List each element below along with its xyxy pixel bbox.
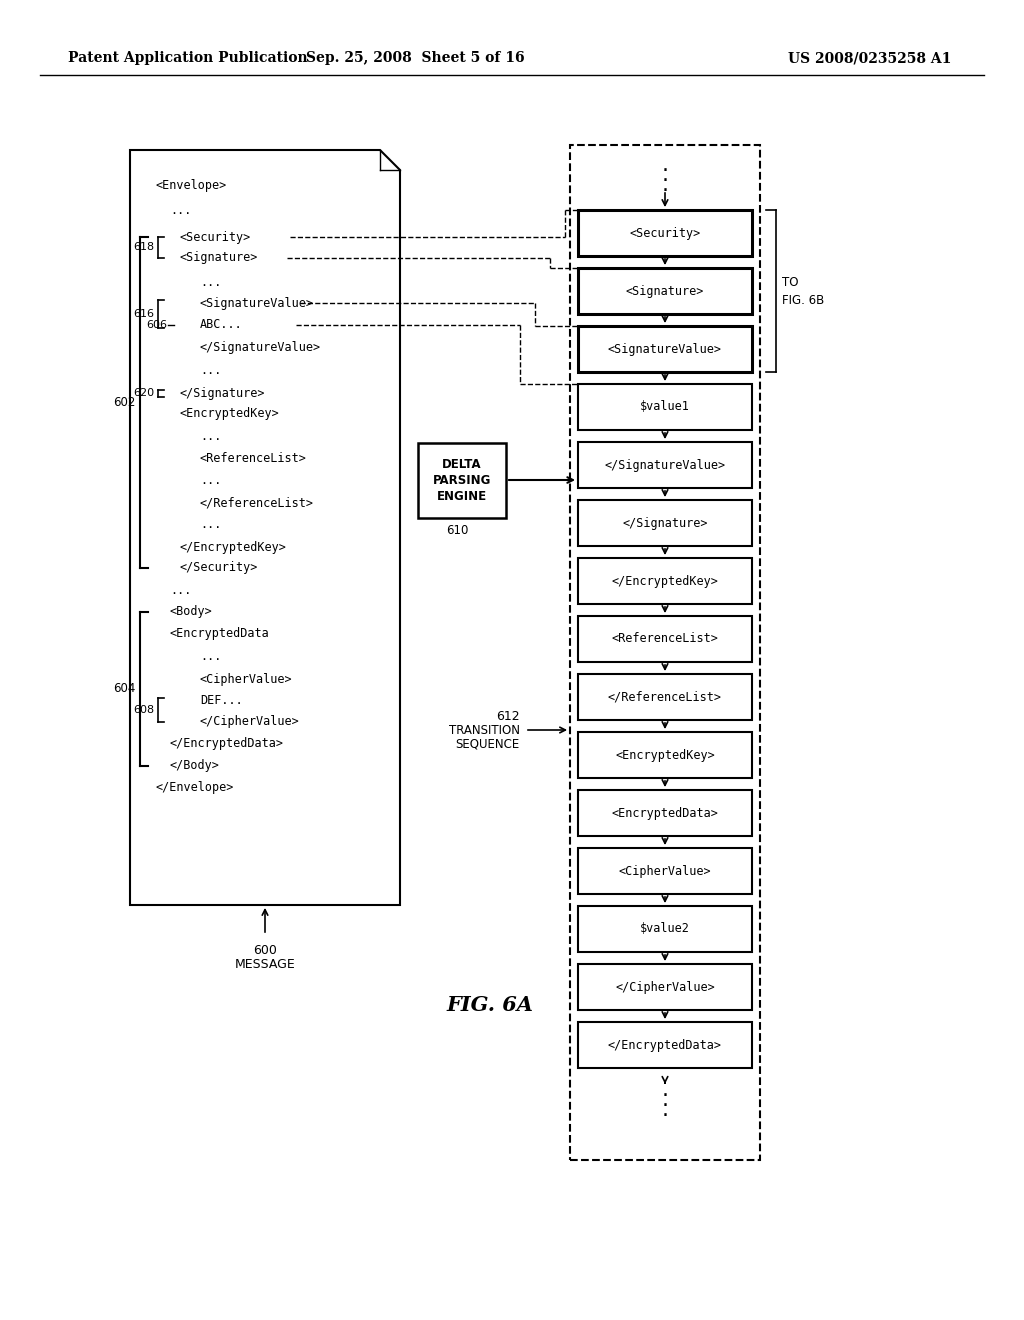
Text: <Security>: <Security> [180,231,251,243]
Text: <ReferenceList>: <ReferenceList> [611,632,719,645]
Text: </EncryptedData>: </EncryptedData> [170,738,284,751]
Text: 604: 604 [114,682,136,696]
Text: </EncryptedKey>: </EncryptedKey> [611,574,719,587]
Bar [570,145,760,1160]
Text: .: . [662,165,669,185]
Text: <SignatureValue>: <SignatureValue> [200,297,314,309]
Text: .: . [662,176,669,195]
Text: <Signature>: <Signature> [626,285,705,297]
Text: Patent Application Publication: Patent Application Publication [68,51,307,65]
Text: .: . [662,154,669,176]
Text: FIG. 6A: FIG. 6A [446,995,534,1015]
Text: 618: 618 [133,243,154,252]
Text: </Security>: </Security> [180,561,258,574]
Text: <SignatureValue>: <SignatureValue> [608,342,722,355]
Text: </Signature>: </Signature> [623,516,708,529]
Text: 610: 610 [445,524,468,537]
Bar [578,500,752,546]
Text: <Body>: <Body> [170,606,213,619]
Text: FIG. 6B: FIG. 6B [782,293,824,306]
Text: 612: 612 [497,710,520,722]
Text: 600: 600 [253,944,276,957]
Text: ...: ... [200,474,221,487]
Text: 602: 602 [114,396,136,409]
Bar [578,733,752,777]
Text: US 2008/0235258 A1: US 2008/0235258 A1 [788,51,951,65]
Text: </SignatureValue>: </SignatureValue> [604,458,726,471]
Bar [578,326,752,372]
Text: $value2: $value2 [640,923,690,936]
Bar [578,906,752,952]
Text: </ReferenceList>: </ReferenceList> [200,496,314,510]
Bar [578,616,752,663]
Text: ...: ... [200,276,221,289]
Text: SEQUENCE: SEQUENCE [456,738,520,751]
Text: ...: ... [170,203,191,216]
Text: $value1: $value1 [640,400,690,413]
Bar [418,442,506,517]
Text: ...: ... [200,364,221,378]
Text: </CipherValue>: </CipherValue> [200,715,300,729]
Bar [578,210,752,256]
Text: MESSAGE: MESSAGE [234,958,295,972]
Text: .: . [662,1090,669,1110]
Text: 616: 616 [133,309,154,319]
Text: <CipherValue>: <CipherValue> [200,672,293,685]
Text: <CipherValue>: <CipherValue> [618,865,712,878]
Text: TRANSITION: TRANSITION [449,723,520,737]
Text: ABC...: ABC... [200,318,243,331]
Text: TO: TO [782,276,799,289]
Bar [578,558,752,605]
Text: 620: 620 [133,388,154,399]
Text: 608: 608 [133,705,154,715]
Bar [578,442,752,488]
Text: .: . [662,1080,669,1100]
Bar [578,675,752,719]
Text: <Security>: <Security> [630,227,700,239]
Text: <EncryptedData: <EncryptedData [170,627,269,640]
Text: ...: ... [170,583,191,597]
Text: DEF...: DEF... [200,694,243,708]
Polygon shape [130,150,400,906]
Text: ...: ... [200,430,221,444]
Text: <ReferenceList>: <ReferenceList> [200,453,307,466]
Text: </ReferenceList>: </ReferenceList> [608,690,722,704]
Text: </CipherValue>: </CipherValue> [615,981,715,994]
Text: </Signature>: </Signature> [180,387,265,400]
Bar [578,789,752,836]
Text: </EncryptedData>: </EncryptedData> [608,1039,722,1052]
Text: </Envelope>: </Envelope> [155,781,233,795]
Text: </SignatureValue>: </SignatureValue> [200,341,322,354]
Bar [578,268,752,314]
Text: 606: 606 [146,319,167,330]
Text: </Body>: </Body> [170,759,220,772]
Bar [578,1022,752,1068]
Text: <EncryptedData>: <EncryptedData> [611,807,719,820]
Bar [578,964,752,1010]
Text: <EncryptedKey>: <EncryptedKey> [180,408,280,421]
Text: Sep. 25, 2008  Sheet 5 of 16: Sep. 25, 2008 Sheet 5 of 16 [306,51,524,65]
Text: <Signature>: <Signature> [180,252,258,264]
Text: ...: ... [200,519,221,532]
Bar [578,384,752,430]
Text: ...: ... [200,651,221,664]
Text: <EncryptedKey>: <EncryptedKey> [615,748,715,762]
Text: DELTA
PARSING
ENGINE: DELTA PARSING ENGINE [433,458,492,503]
Bar [578,847,752,894]
Text: </EncryptedKey>: </EncryptedKey> [180,540,287,553]
Text: .: . [662,1100,669,1119]
Text: <Envelope>: <Envelope> [155,178,226,191]
